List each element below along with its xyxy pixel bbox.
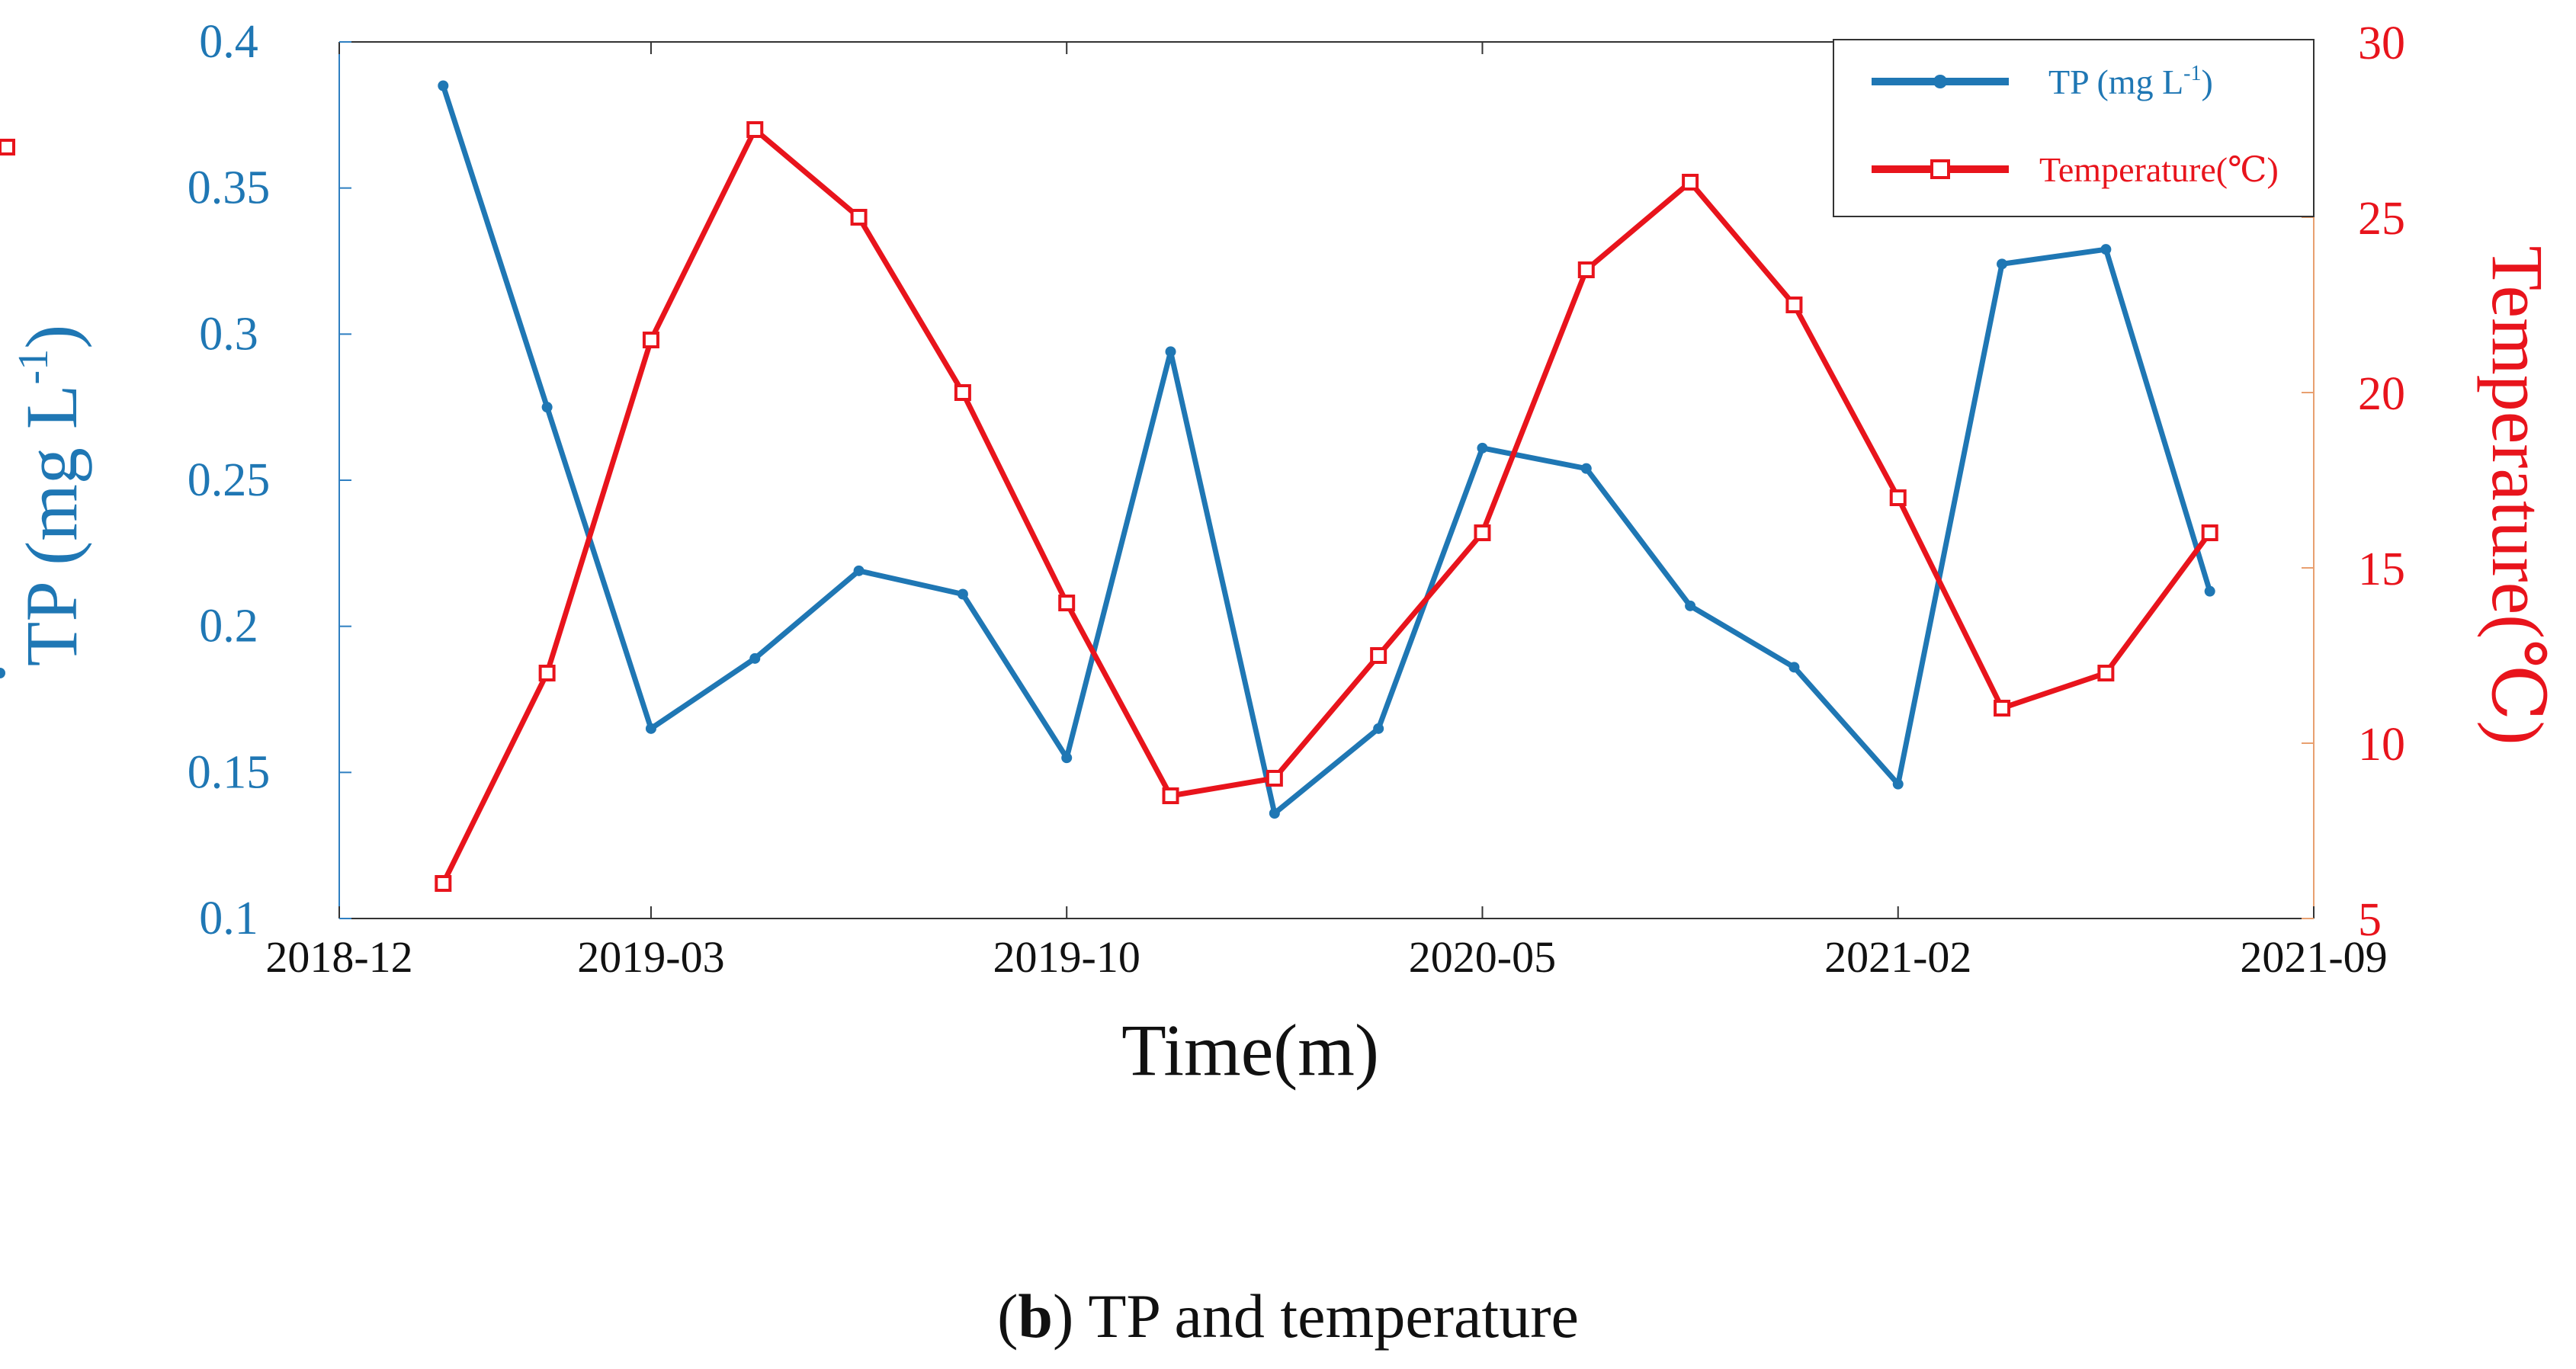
left-axis-label: TP (mg L-1): [10, 325, 92, 666]
tp-legend-marker: [1933, 75, 1947, 88]
tp-data-point: [1061, 752, 1073, 764]
tp-data-point: [645, 723, 656, 734]
tp-data-point: [1580, 463, 1592, 474]
right-tick-label: 30: [2358, 18, 2405, 69]
tp-data-point: [1373, 723, 1384, 734]
tp-data-point: [1788, 662, 1800, 673]
x-tick-label: 2018-12: [265, 932, 412, 982]
tp-data-point: [1269, 808, 1280, 819]
left-tick-label: 0.15: [188, 746, 271, 798]
temperature-data-point: [954, 384, 971, 401]
temperature-data-point: [746, 121, 764, 138]
tp-series-line: [440, 85, 2213, 816]
right-tick-label: 10: [2358, 719, 2405, 771]
temperature-data-point: [1162, 787, 1179, 804]
series-layer: [0, 80, 2218, 892]
x-axis-label: Time(m): [1121, 1009, 1379, 1091]
temperature-data-point: [435, 875, 452, 892]
tp-data-point: [1477, 442, 1488, 454]
tp-data-point: [1892, 778, 1904, 790]
x-tick-label: 2021-02: [1824, 932, 1971, 982]
tp-data-point: [438, 80, 449, 91]
tp-data-point: [1685, 600, 1696, 611]
left-tick-label: 0.25: [188, 454, 271, 506]
temperature-series-line: [441, 127, 2212, 885]
temperature-data-point: [1682, 174, 1699, 191]
temperature-legend-marker: [1930, 159, 1950, 179]
tp-data-point: [853, 565, 865, 576]
temperature-data-point: [1889, 489, 1907, 506]
x-tick-label: 2019-03: [577, 932, 724, 982]
tp-data-point: [957, 588, 968, 600]
temperature-data-point: [1474, 524, 1491, 541]
left-tick-label: 0.35: [188, 162, 271, 214]
right-tick-label: 25: [2358, 193, 2405, 245]
left-tick-label: 0.1: [199, 893, 258, 944]
legend: TP (mg L-1) Temperature(℃): [1833, 39, 2315, 217]
temperature-data-point: [1370, 647, 1387, 664]
right-tick-label: 5: [2358, 894, 2382, 946]
tp-data-point: [2100, 244, 2112, 255]
right-axis-label: Temperature(℃): [2477, 246, 2558, 745]
temperature-data-point: [1994, 700, 2011, 717]
temperature-data-point: [2201, 524, 2218, 541]
temperature-data-point: [642, 332, 659, 348]
temperature-data-point: [2097, 665, 2115, 681]
temperature-data-point: [1266, 770, 1283, 787]
tp-data-point: [1165, 346, 1176, 357]
figure-caption: (b) TP and temperature: [997, 1281, 1579, 1351]
tp-data-point: [749, 652, 761, 664]
x-tick-label: 2019-10: [993, 932, 1140, 982]
temperature-data-point: [538, 665, 556, 681]
temperature-data-point: [1058, 595, 1076, 611]
temperature-data-point: [0, 139, 15, 155]
right-tick-label: 20: [2358, 368, 2405, 420]
tp-legend-label: TP (mg L-1): [2048, 62, 2213, 101]
ticks-layer: 2018-12 2019-03 2019-10 2020-05 2021-02 2021-…: [188, 16, 2405, 982]
left-tick-label: 0.3: [199, 308, 258, 360]
tp-data-point: [2204, 585, 2215, 597]
temperature-data-point: [1577, 261, 1595, 278]
left-tick-label: 0.4: [199, 16, 258, 68]
tp-data-point: [541, 402, 553, 413]
tp-data-point: [0, 668, 5, 678]
tp-data-point: [1997, 258, 2008, 270]
x-tick-label: 2021-09: [2240, 932, 2387, 982]
temperature-data-point: [1785, 297, 1803, 313]
temperature-legend-label: Temperature(℃): [2039, 150, 2279, 189]
x-tick-label: 2020-05: [1409, 932, 1556, 982]
temperature-data-point: [850, 209, 868, 226]
legend-box: [1833, 39, 2315, 217]
right-tick-label: 15: [2358, 543, 2405, 595]
left-tick-label: 0.2: [199, 601, 258, 652]
